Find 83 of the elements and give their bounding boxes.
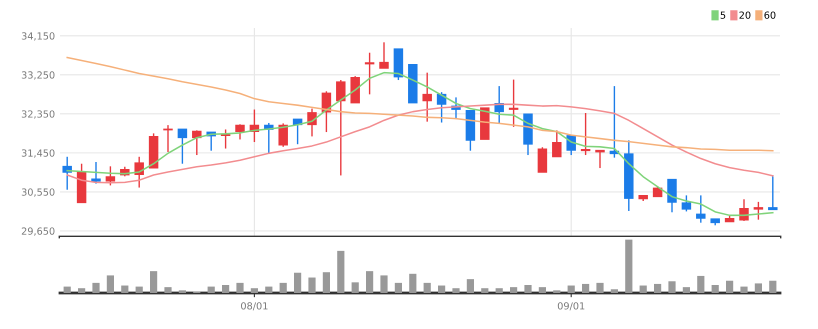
- candlestick: [163, 124, 173, 153]
- bar: [236, 282, 244, 293]
- bar: [625, 240, 632, 293]
- x-tick-label: 09/01: [558, 302, 584, 310]
- y-tick-label: 33,250: [22, 71, 54, 80]
- bar: [740, 286, 748, 293]
- candlestick: [379, 42, 389, 70]
- bar: [64, 286, 71, 293]
- bar: [610, 289, 618, 293]
- candlestick: [682, 194, 692, 212]
- line-series: [66, 104, 774, 184]
- bar: [568, 286, 575, 293]
- legend-label: 60: [764, 11, 776, 19]
- bar: [640, 286, 647, 293]
- bar: [352, 282, 359, 293]
- y-tick-label: 30,550: [22, 188, 54, 197]
- bar: [596, 282, 604, 293]
- bar: [754, 283, 762, 293]
- candlestick: [580, 112, 590, 156]
- bar: [222, 285, 230, 293]
- candlestick: [552, 130, 562, 158]
- candlestick: [508, 78, 518, 128]
- bar: [668, 281, 676, 293]
- candlestick: [278, 122, 288, 148]
- line-series: [66, 56, 774, 152]
- bar: [178, 290, 186, 293]
- bar: [337, 250, 344, 293]
- candlestick: [178, 128, 188, 164]
- bar: [769, 280, 776, 293]
- bar: [538, 287, 546, 293]
- candlestick: [62, 156, 72, 190]
- bar: [92, 282, 100, 293]
- y-tick-label: 29,650: [22, 227, 54, 236]
- candlestick: [106, 166, 116, 186]
- bar: [682, 287, 690, 293]
- bar: [481, 288, 488, 293]
- bar: [380, 275, 388, 293]
- bar: [553, 290, 560, 293]
- bar: [150, 271, 158, 293]
- bar: [322, 272, 330, 293]
- y-tick-label: 32,350: [22, 110, 54, 119]
- bar: [208, 286, 215, 293]
- bar: [452, 288, 460, 293]
- bar: [726, 280, 734, 293]
- bar: [280, 282, 287, 293]
- bar: [366, 271, 374, 293]
- bar: [265, 286, 272, 293]
- bar: [308, 278, 316, 293]
- candlestick: [336, 79, 346, 176]
- x-tick-label: 08/01: [241, 302, 268, 310]
- bar: [121, 286, 128, 293]
- bar: [712, 285, 719, 293]
- bar: [438, 286, 446, 293]
- bar: [250, 288, 258, 293]
- candlestick: [235, 124, 245, 140]
- candlestick: [364, 52, 374, 96]
- bar: [424, 282, 431, 293]
- candlestick: [422, 72, 432, 122]
- bar: [524, 285, 532, 293]
- candlestick: [595, 150, 605, 169]
- candlestick: [538, 146, 548, 174]
- bar: [510, 287, 518, 293]
- bar: [496, 288, 503, 293]
- bar: [164, 287, 172, 293]
- bar: [466, 279, 474, 293]
- candlestick: [768, 174, 778, 210]
- y-tick-label: 34,150: [22, 32, 54, 41]
- candlestick: [91, 161, 101, 184]
- bar: [294, 272, 302, 293]
- bar: [78, 288, 86, 293]
- candlestick: [696, 194, 706, 224]
- y-tick-label: 31,450: [22, 149, 54, 158]
- candlestick: [220, 128, 230, 150]
- bar: [136, 286, 143, 293]
- legend-label: 5: [720, 12, 726, 19]
- candlestick: [754, 201, 764, 220]
- bar: [697, 276, 704, 293]
- bar: [106, 275, 114, 293]
- bar: [394, 282, 402, 293]
- bar: [409, 274, 416, 293]
- legend-label: 20: [739, 11, 750, 19]
- bar: [582, 284, 590, 293]
- bar: [654, 284, 662, 293]
